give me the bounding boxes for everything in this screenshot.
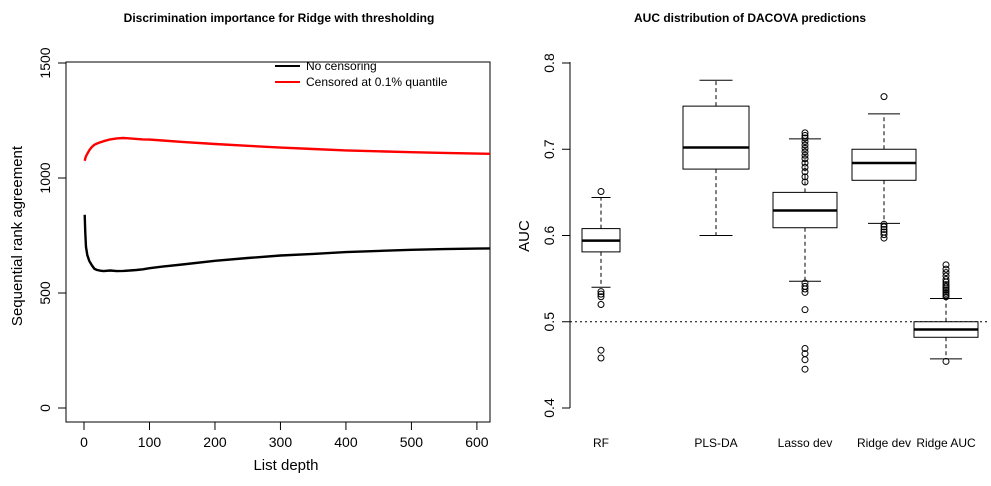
outlier-ridge-dev — [880, 93, 888, 101]
outlier-lasso-dev — [801, 344, 809, 352]
outlier-lasso-dev — [801, 134, 809, 142]
right-y-axis-label: AUC — [516, 220, 533, 252]
outlier-lasso-dev — [801, 168, 809, 176]
outlier-lasso-dev — [801, 137, 809, 145]
left-plot-frame — [65, 61, 491, 423]
right-boxplots — [581, 79, 979, 373]
left-y-tick-label: 1500 — [37, 47, 53, 78]
left-x-tick-label: 300 — [269, 434, 293, 450]
box-pls-da — [682, 105, 750, 170]
left-axes: 0 100 200 300 400 500 600 0 500 1000 1500 — [37, 47, 491, 450]
right-axes: 0.4 0.5 0.6 0.7 0.8 RF PLS-DA Lasso dev Ridge de… — [541, 42, 990, 450]
legend: No censoring Censored at 0.1% quantile — [275, 59, 448, 89]
outlier-lasso-dev — [801, 173, 809, 181]
outlier-ridge-dev — [880, 234, 888, 242]
outlier-lasso-dev — [801, 141, 809, 149]
outlier-lasso-dev — [801, 285, 809, 293]
outlier-rf — [597, 290, 605, 298]
outlier-lasso-dev — [801, 151, 809, 159]
outlier-lasso-dev — [801, 356, 809, 364]
outlier-ridge-dev — [880, 223, 888, 231]
outlier-rf — [597, 188, 605, 196]
right-y-tick-label: 0.4 — [541, 398, 557, 418]
left-panel: Discrimination importance for Ridge with… — [9, 11, 491, 474]
legend-label-censored: Censored at 0.1% quantile — [306, 75, 448, 89]
outlier-lasso-dev — [801, 129, 809, 137]
series-line-no-censoring — [83, 214, 491, 273]
left-x-tick-label: 200 — [203, 434, 227, 450]
outlier-rf — [597, 346, 605, 354]
outlier-lasso-dev — [801, 288, 809, 296]
outlier-ridge-auc — [942, 357, 950, 365]
outlier-ridge-auc — [942, 261, 950, 269]
box-ridge-dev — [851, 148, 917, 181]
right-x-tick-label: PLS-DA — [694, 436, 737, 450]
left-y-tick-label: 1000 — [37, 162, 53, 193]
outlier-lasso-dev — [801, 178, 809, 186]
outlier-ridge-dev — [880, 220, 888, 228]
outlier-rf — [597, 288, 605, 296]
outlier-lasso-dev — [801, 365, 809, 373]
right-y-tick-label: 0.8 — [541, 53, 557, 73]
left-y-tick-label: 500 — [37, 281, 53, 305]
outlier-rf — [597, 293, 605, 301]
left-y-tick-label: 0 — [37, 404, 53, 412]
right-x-tick-label: RF — [593, 436, 609, 450]
outlier-lasso-dev — [801, 159, 809, 167]
outlier-lasso-dev — [801, 306, 809, 314]
right-plot-area — [570, 42, 990, 422]
right-y-tick-label: 0.6 — [541, 226, 557, 246]
left-y-axis-label: Sequential rank agreement — [9, 145, 26, 326]
left-x-tick-label: 0 — [80, 434, 88, 450]
left-x-tick-label: 400 — [334, 434, 358, 450]
left-series-lines — [83, 136, 491, 273]
left-chart-title: Discrimination importance for Ridge with… — [124, 11, 435, 25]
outlier-lasso-dev — [801, 148, 809, 156]
right-x-tick-label: Lasso dev — [778, 436, 833, 450]
right-chart-title: AUC distribution of DACOVA predictions — [634, 11, 866, 25]
left-x-tick-label: 100 — [138, 434, 162, 450]
outlier-ridge-auc — [942, 265, 950, 273]
right-y-tick-label: 0.5 — [541, 312, 557, 332]
outlier-ridge-auc — [942, 293, 950, 301]
left-x-axis-label: List depth — [253, 457, 318, 474]
outlier-ridge-auc — [942, 269, 950, 277]
outlier-ridge-dev — [880, 225, 888, 233]
outlier-lasso-dev — [801, 163, 809, 171]
right-panel: AUC distribution of DACOVA predictions 0… — [516, 11, 990, 450]
outlier-rf — [597, 354, 605, 362]
outlier-rf — [597, 301, 605, 308]
left-x-tick-label: 500 — [400, 434, 424, 450]
right-x-tick-label: Ridge dev — [857, 436, 911, 450]
series-line-censored — [83, 136, 491, 162]
outlier-lasso-dev — [801, 144, 809, 152]
outlier-ridge-dev — [880, 231, 888, 239]
right-x-tick-label: Ridge AUC — [916, 436, 976, 450]
left-x-tick-label: 600 — [465, 434, 489, 450]
legend-label-no-censoring: No censoring — [306, 59, 377, 73]
right-y-tick-label: 0.7 — [541, 139, 557, 159]
outlier-lasso-dev — [801, 155, 809, 163]
outlier-ridge-auc — [942, 275, 950, 283]
